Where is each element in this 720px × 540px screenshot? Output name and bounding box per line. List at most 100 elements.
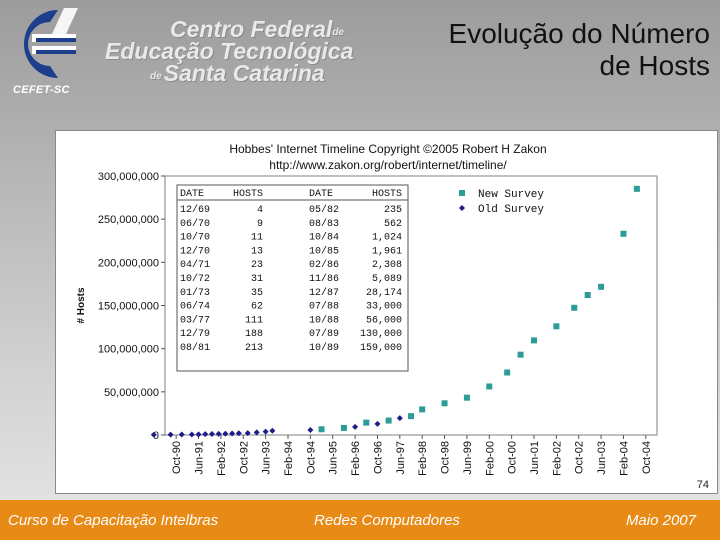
logo-line-2: Educação Tecnológica bbox=[105, 38, 354, 64]
table-cell: 07/88 bbox=[309, 301, 339, 313]
x-tick-label: Oct-98 bbox=[440, 441, 452, 474]
table-header-cell: HOSTS bbox=[372, 189, 402, 200]
new-survey-point bbox=[531, 337, 537, 344]
x-tick-label: Jun-95 bbox=[328, 441, 340, 475]
table-cell: 4 bbox=[257, 205, 263, 216]
table-cell: 01/73 bbox=[180, 287, 210, 299]
new-survey-point bbox=[441, 400, 448, 407]
old-survey-point bbox=[195, 431, 202, 438]
legend-new-survey-marker bbox=[459, 190, 465, 196]
legend-label: Old Survey bbox=[478, 204, 544, 216]
x-tick-label: Jun-91 bbox=[194, 441, 206, 475]
chart-title: Hobbes' Internet Timeline Copyright ©200… bbox=[229, 142, 546, 156]
cefet-logo: CEFET-SC Centro Federalde Educação Tecno… bbox=[0, 0, 353, 110]
old-survey-point bbox=[396, 415, 403, 422]
table-header-cell: DATE bbox=[309, 189, 333, 200]
x-tick-label: Feb-94 bbox=[283, 441, 295, 476]
x-tick-label: Jun-93 bbox=[261, 441, 273, 475]
table-cell: 10/84 bbox=[309, 232, 339, 244]
table-cell: 12/79 bbox=[180, 328, 210, 340]
y-tick-label: 100,000,000 bbox=[98, 344, 159, 356]
table-cell: 05/82 bbox=[309, 204, 339, 216]
table-cell: 56,000 bbox=[366, 315, 402, 326]
y-axis-label: # Hosts bbox=[76, 287, 87, 324]
slide-title-line-2: de Hosts bbox=[599, 50, 711, 81]
old-survey-point bbox=[262, 428, 269, 435]
new-survey-point bbox=[463, 394, 470, 401]
x-tick-label: Oct-92 bbox=[238, 441, 250, 474]
old-survey-point bbox=[202, 431, 209, 438]
slide-title: Evolução do Número de Hosts bbox=[390, 18, 710, 82]
footer-bar: Curso de Capacitação Intelbras Redes Com… bbox=[0, 500, 720, 540]
table-cell: 23 bbox=[251, 260, 263, 271]
chart-subtitle: http://www.zakon.org/robert/internet/tim… bbox=[269, 158, 507, 172]
table-cell: 10/72 bbox=[180, 273, 210, 285]
table-cell: 07/89 bbox=[309, 328, 339, 340]
x-tick-label: Feb-98 bbox=[417, 441, 429, 476]
table-cell: 188 bbox=[245, 329, 263, 340]
x-tick-label: Oct-96 bbox=[372, 441, 384, 474]
chart-panel: Hobbes' Internet Timeline Copyright ©200… bbox=[55, 130, 718, 494]
new-survey-point bbox=[584, 292, 591, 299]
table-cell: 130,000 bbox=[360, 329, 402, 340]
y-tick-label: 250,000,000 bbox=[98, 214, 159, 226]
logo-line-1: Centro Federalde bbox=[170, 16, 344, 42]
y-tick-label: 50,000,000 bbox=[104, 387, 159, 399]
table-cell: 62 bbox=[251, 302, 263, 313]
table-cell: 12/87 bbox=[309, 287, 339, 299]
table-cell: 1,961 bbox=[372, 246, 402, 257]
old-survey-point bbox=[229, 430, 236, 437]
new-survey-point bbox=[419, 406, 426, 413]
old-survey-point bbox=[307, 426, 314, 433]
table-cell: 2,308 bbox=[372, 260, 402, 271]
table-cell: 12/69 bbox=[180, 204, 210, 216]
table-cell: 10/70 bbox=[180, 232, 210, 244]
hosts-table bbox=[176, 184, 409, 372]
x-tick-label: Jun-99 bbox=[462, 441, 474, 475]
table-cell: 31 bbox=[251, 274, 263, 285]
table-cell: 11 bbox=[251, 233, 263, 244]
y-tick-label: 0 bbox=[153, 430, 159, 442]
hosts-chart: Hobbes' Internet Timeline Copyright ©200… bbox=[76, 142, 658, 476]
table-cell: 02/86 bbox=[309, 259, 339, 271]
table-cell: 08/81 bbox=[180, 342, 210, 354]
x-tick-label: Feb-04 bbox=[618, 441, 630, 476]
x-tick-label: Oct-04 bbox=[641, 441, 653, 474]
new-survey-point bbox=[633, 185, 640, 192]
new-survey-point bbox=[363, 419, 370, 426]
old-survey-point bbox=[269, 427, 276, 434]
new-survey-point bbox=[340, 424, 347, 431]
new-survey-point bbox=[408, 413, 414, 420]
table-cell: 33,000 bbox=[366, 302, 402, 313]
table-cell: 111 bbox=[245, 315, 263, 326]
new-survey-point bbox=[385, 417, 392, 424]
footer-course: Curso de Capacitação Intelbras bbox=[8, 512, 219, 529]
old-survey-point bbox=[235, 430, 242, 437]
table-cell: 12/70 bbox=[180, 245, 210, 257]
table-header-cell: DATE bbox=[180, 189, 204, 200]
new-survey-point bbox=[553, 323, 560, 330]
table-cell: 159,000 bbox=[360, 343, 402, 354]
x-tick-label: Jun-03 bbox=[596, 441, 608, 475]
table-cell: 1,024 bbox=[372, 233, 402, 244]
x-tick-label: Feb-96 bbox=[350, 441, 362, 476]
footer-date: Maio 2007 bbox=[625, 512, 696, 529]
x-tick-label: Jun-01 bbox=[529, 441, 541, 475]
new-survey-point bbox=[620, 230, 627, 237]
table-cell: 03/77 bbox=[180, 314, 210, 326]
table-cell: 35 bbox=[251, 288, 263, 299]
table-cell: 04/71 bbox=[180, 259, 210, 271]
x-tick-label: Oct-90 bbox=[171, 441, 183, 474]
x-tick-label: Feb-00 bbox=[484, 441, 496, 476]
cefet-emblem-icon bbox=[23, 8, 78, 78]
footer-subject: Redes Computadores bbox=[314, 512, 460, 529]
old-survey-point bbox=[215, 430, 222, 437]
old-survey-point bbox=[244, 430, 251, 437]
new-survey-point bbox=[571, 304, 578, 311]
table-cell: 10/89 bbox=[309, 342, 339, 354]
x-tick-label: Oct-02 bbox=[574, 441, 586, 474]
y-tick-label: 150,000,000 bbox=[98, 301, 159, 313]
table-cell: 5,089 bbox=[372, 274, 402, 285]
x-tick-label: Feb-02 bbox=[551, 441, 563, 476]
legend-box bbox=[453, 182, 559, 220]
